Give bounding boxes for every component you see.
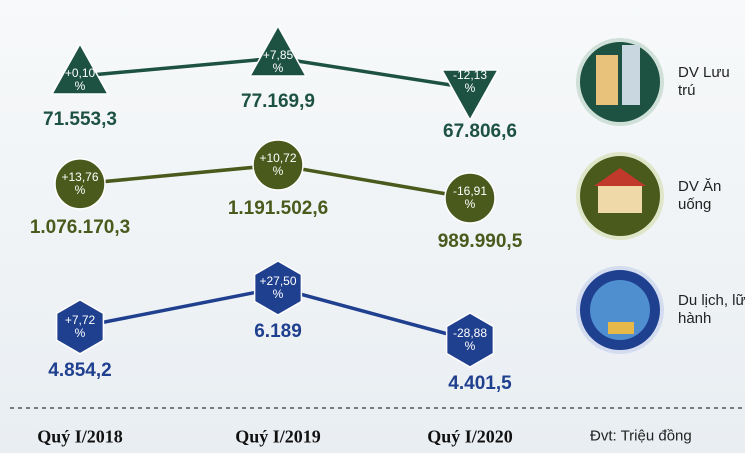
value-label: 67.806,6: [443, 121, 517, 143]
x-tick-label: Quý I/2020: [427, 427, 513, 448]
value-label: 6.189: [254, 321, 302, 343]
unit-note: Đvt: Triệu đồng: [590, 428, 692, 445]
value-label: 71.553,3: [43, 109, 117, 131]
icons: [578, 40, 662, 352]
legend-label: Du lịch, lữ hành: [678, 292, 745, 328]
x-tick-label: Quý I/2018: [37, 427, 123, 448]
value-label: 4.854,2: [48, 360, 111, 382]
change-label: -16,91 %: [448, 185, 492, 211]
change-label: -12,13 %: [448, 69, 492, 95]
change-label: +7,72 %: [58, 314, 102, 340]
icon-hotel: [578, 40, 662, 124]
value-label: 4.401,5: [448, 373, 511, 395]
value-label: 77.169,9: [241, 91, 315, 113]
icon-detail: [608, 322, 634, 334]
x-tick-label: Quý I/2019: [235, 427, 321, 448]
change-label: +7,85 %: [256, 49, 300, 75]
change-label: +27,50 %: [256, 275, 300, 301]
legend-label: DV Ăn uống: [678, 178, 745, 214]
change-label: -28,88 %: [448, 327, 492, 353]
change-label: +13,76 %: [58, 171, 102, 197]
icon-detail: [622, 45, 640, 105]
value-label: 989.990,5: [438, 231, 523, 253]
legend-label: DV Lưu trú: [678, 64, 745, 100]
icon-detail: [598, 185, 642, 213]
value-label: 1.191.502,6: [228, 198, 328, 220]
infographic: Đvt: Triệu đồng Quý I/2018 Quý I/2019 Quý …: [0, 0, 745, 453]
change-label: +10,72 %: [256, 152, 300, 178]
value-label: 1.076.170,3: [30, 217, 130, 239]
icon-detail: [596, 55, 618, 105]
change-label: +0,10 %: [58, 67, 102, 93]
